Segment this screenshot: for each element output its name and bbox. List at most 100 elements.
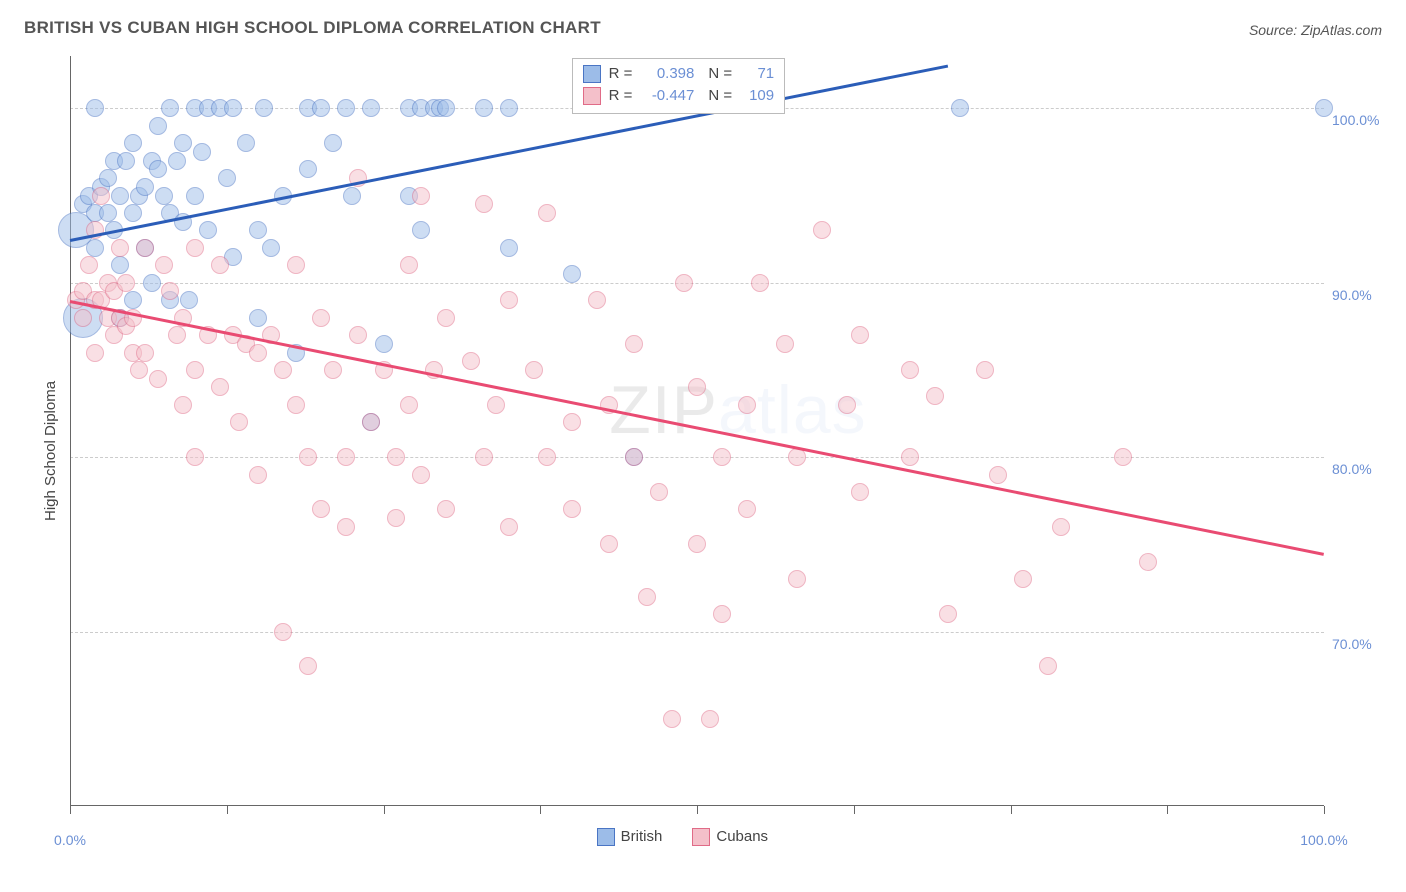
legend-swatch-icon [597, 828, 615, 846]
data-point [1052, 518, 1070, 536]
data-point [851, 326, 869, 344]
data-point [149, 160, 167, 178]
data-point [538, 204, 556, 222]
data-point [788, 570, 806, 588]
data-point [299, 448, 317, 466]
data-point [625, 448, 643, 466]
stats-n-label: N = [708, 63, 732, 85]
stats-box: R =0.398N =71R =-0.447N =109 [572, 58, 786, 114]
legend-label: Cubans [716, 828, 768, 845]
xtick [1011, 806, 1012, 814]
data-point [500, 518, 518, 536]
data-point [412, 187, 430, 205]
data-point [675, 274, 693, 292]
data-point [500, 291, 518, 309]
data-point [143, 274, 161, 292]
stats-row: R = -0.447 N = 109 [583, 85, 775, 107]
data-point [337, 518, 355, 536]
data-point [86, 99, 104, 117]
data-point [1114, 448, 1132, 466]
data-point [237, 134, 255, 152]
data-point [287, 396, 305, 414]
data-point [312, 500, 330, 518]
data-point [1014, 570, 1032, 588]
data-point [262, 239, 280, 257]
data-point [324, 134, 342, 152]
data-point [249, 466, 267, 484]
data-point [500, 239, 518, 257]
legend-label: British [621, 828, 663, 845]
data-point [186, 361, 204, 379]
data-point [437, 99, 455, 117]
data-point [299, 160, 317, 178]
correlation-chart: 70.0%80.0%90.0%100.0%ZIPatlas0.0%100.0%H… [24, 46, 1382, 836]
yaxis-title: High School Diploma [42, 381, 59, 521]
xtick-label: 100.0% [1300, 832, 1347, 848]
data-point [86, 239, 104, 257]
data-point [149, 370, 167, 388]
stats-r-value: -0.447 [640, 85, 694, 107]
data-point [487, 396, 505, 414]
data-point [211, 378, 229, 396]
xtick [227, 806, 228, 814]
data-point [186, 448, 204, 466]
data-point [337, 448, 355, 466]
data-point [86, 344, 104, 362]
data-point [349, 326, 367, 344]
data-point [563, 500, 581, 518]
data-point [99, 169, 117, 187]
data-point [412, 221, 430, 239]
data-point [124, 204, 142, 222]
data-point [124, 134, 142, 152]
data-point [563, 265, 581, 283]
xtick-label: 0.0% [54, 832, 86, 848]
data-point [1039, 657, 1057, 675]
plot-border [70, 56, 1324, 806]
data-point [650, 483, 668, 501]
data-point [224, 99, 242, 117]
data-point [111, 256, 129, 274]
data-point [475, 195, 493, 213]
data-point [976, 361, 994, 379]
data-point [186, 187, 204, 205]
data-point [249, 344, 267, 362]
data-point [117, 274, 135, 292]
data-point [701, 710, 719, 728]
data-point [462, 352, 480, 370]
xtick [1324, 806, 1325, 814]
data-point [337, 99, 355, 117]
data-point [788, 448, 806, 466]
data-point [362, 413, 380, 431]
data-point [738, 396, 756, 414]
data-point [563, 413, 581, 431]
data-point [588, 291, 606, 309]
data-point [255, 99, 273, 117]
stats-r-label: R = [609, 85, 633, 107]
data-point [274, 361, 292, 379]
data-point [901, 361, 919, 379]
xtick [540, 806, 541, 814]
data-point [1139, 553, 1157, 571]
data-point [80, 256, 98, 274]
stats-n-label: N = [708, 85, 732, 107]
data-point [136, 178, 154, 196]
stats-n-value: 109 [740, 85, 774, 107]
data-point [688, 535, 706, 553]
data-point [312, 99, 330, 117]
data-point [475, 99, 493, 117]
data-point [437, 309, 455, 327]
data-point [180, 291, 198, 309]
data-point [500, 99, 518, 117]
data-point [939, 605, 957, 623]
ytick-label: 80.0% [1332, 461, 1372, 477]
data-point [111, 239, 129, 257]
data-point [638, 588, 656, 606]
data-point [249, 221, 267, 239]
data-point [136, 239, 154, 257]
data-point [168, 152, 186, 170]
data-point [149, 117, 167, 135]
data-point [776, 335, 794, 353]
data-point [299, 657, 317, 675]
data-point [1315, 99, 1333, 117]
xtick [70, 806, 71, 814]
